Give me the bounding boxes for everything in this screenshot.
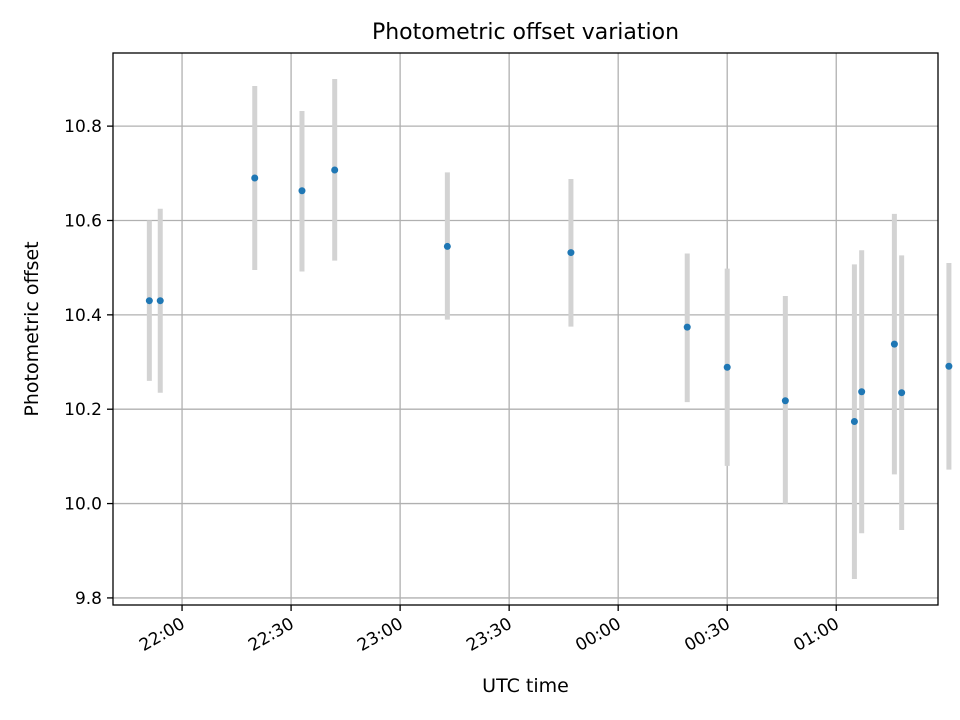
data-point	[781, 397, 789, 405]
data-point	[945, 362, 953, 370]
data-point	[567, 249, 575, 257]
data-point	[898, 389, 906, 397]
plot-frame	[112, 52, 939, 606]
chart-title: Photometric offset variation	[372, 20, 679, 45]
data-point	[850, 417, 858, 425]
data-point	[156, 297, 164, 305]
y-axis-label: Photometric offset	[21, 241, 43, 416]
data-point	[298, 187, 306, 195]
y-ticks: 9.8 10.0 10.2 10.4 10.6 10.8	[64, 117, 113, 609]
x-axis-label: UTC time	[482, 675, 569, 697]
y-tick-label: 10.8	[64, 117, 102, 137]
y-tick-label: 10.2	[64, 400, 102, 420]
data-point	[145, 297, 153, 305]
y-tick-label: 10.4	[64, 306, 102, 326]
y-tick-label: 10.6	[64, 211, 102, 231]
data-point	[723, 363, 731, 371]
data-point	[331, 166, 339, 174]
data-points	[145, 166, 953, 425]
data-point	[251, 174, 259, 182]
y-tick-label: 10.0	[64, 495, 102, 515]
y-tick-label: 9.8	[75, 589, 102, 609]
data-point	[890, 340, 898, 348]
data-point	[683, 323, 691, 331]
data-point	[443, 242, 451, 250]
data-point	[858, 388, 866, 396]
